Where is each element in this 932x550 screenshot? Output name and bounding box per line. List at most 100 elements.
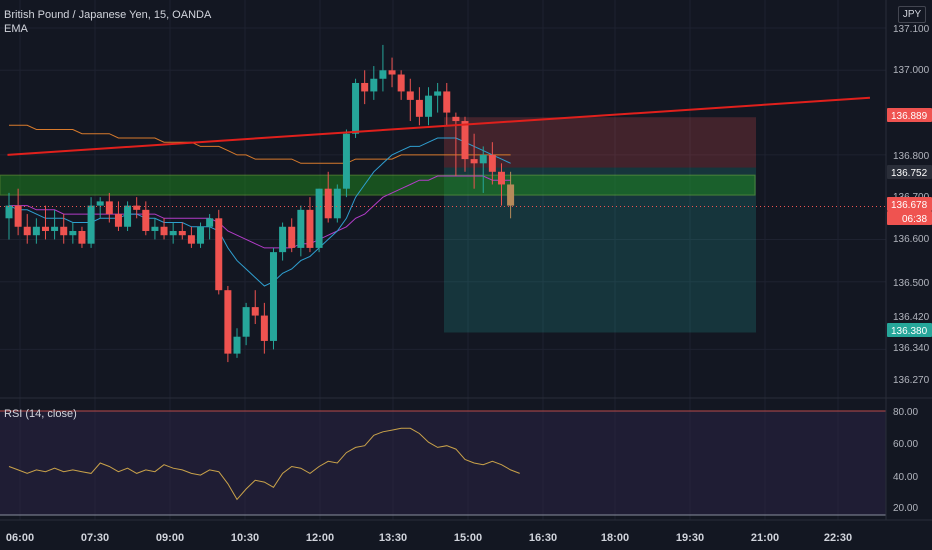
candle-body <box>169 230 177 236</box>
candle <box>461 116 469 172</box>
candle-body <box>288 226 296 248</box>
symbol-title[interactable]: British Pound / Japanese Yen, 15, OANDA <box>4 9 212 21</box>
candle-body <box>342 133 350 189</box>
candle <box>361 70 369 105</box>
indicator-label-ema[interactable]: EMA <box>4 23 28 35</box>
candle <box>269 247 277 350</box>
candle <box>279 222 287 261</box>
candle-body <box>397 74 405 92</box>
price-tag: 136.678 <box>887 197 932 211</box>
candle-body <box>333 188 341 219</box>
rsi-tick-label: 80.00 <box>893 407 918 418</box>
candle-body <box>406 91 414 100</box>
candle <box>242 302 250 346</box>
candle <box>342 129 350 198</box>
candle-body <box>279 226 287 253</box>
candle <box>352 78 360 138</box>
price-tick-label: 136.600 <box>893 234 930 245</box>
candle-body <box>379 70 387 79</box>
candle <box>69 222 77 244</box>
candle <box>60 214 68 244</box>
candle <box>324 171 332 223</box>
candle <box>425 87 433 126</box>
price-tag-label: 136.678 <box>891 200 928 211</box>
candle-body <box>415 99 423 117</box>
price-tag-bg <box>887 211 932 225</box>
price-tick-label: 136.420 <box>893 312 930 323</box>
candle-body <box>370 78 378 92</box>
candle-body <box>114 214 122 227</box>
candle <box>488 142 496 185</box>
stop-loss-zone <box>444 117 756 168</box>
indicator-label-rsi[interactable]: RSI (14, close) <box>4 408 77 420</box>
candle <box>333 184 341 223</box>
candle-body <box>324 188 332 219</box>
rsi-tick-label: 20.00 <box>893 503 918 514</box>
candle-body <box>78 230 86 244</box>
time-tick-label: 15:00 <box>454 532 482 544</box>
candle <box>406 78 414 122</box>
price-pane[interactable] <box>0 44 886 363</box>
price-tag-label: 136.380 <box>891 326 928 337</box>
rsi-tick-label: 40.00 <box>893 472 918 483</box>
time-tick-label: 07:30 <box>81 532 109 544</box>
rsi-band-fill <box>0 411 886 515</box>
candle <box>224 285 232 363</box>
ema-slow-line <box>9 124 511 164</box>
candle-body <box>470 159 478 164</box>
price-tick-label: 137.000 <box>893 65 930 76</box>
candle <box>215 209 223 295</box>
currency-button[interactable]: JPY <box>898 6 926 23</box>
candle-body <box>224 290 232 354</box>
candle <box>415 87 423 126</box>
time-tick-label: 16:30 <box>529 532 557 544</box>
price-tick-label: 136.270 <box>893 375 930 386</box>
candle <box>251 290 259 325</box>
trend-line <box>7 96 871 156</box>
time-tick-label: 18:00 <box>601 532 629 544</box>
candle <box>41 205 49 240</box>
candle-body <box>297 209 305 248</box>
candle-body <box>23 226 31 236</box>
candle-body <box>14 205 22 227</box>
candle <box>187 226 195 248</box>
candle <box>388 57 396 88</box>
candle-body <box>233 336 241 354</box>
candle-body <box>352 82 360 134</box>
candle <box>5 192 13 240</box>
candle <box>497 163 505 206</box>
candle <box>23 214 31 244</box>
price-tick-label: 136.500 <box>893 278 930 289</box>
candle <box>169 222 177 244</box>
candle-body <box>425 95 433 117</box>
price-tag-bg <box>887 165 932 179</box>
candle-body <box>206 218 214 227</box>
candle-body <box>151 226 159 231</box>
candle-body <box>197 226 205 244</box>
rsi-pane[interactable] <box>0 397 932 516</box>
candle-body <box>105 201 113 215</box>
rsi-tick-label: 60.00 <box>893 439 918 450</box>
candle-body <box>187 235 195 244</box>
support-zone <box>0 174 756 196</box>
candle <box>87 197 95 248</box>
price-tag-bg <box>887 197 932 211</box>
candle-body <box>260 315 268 341</box>
candle-body <box>497 171 505 185</box>
candle <box>260 302 268 354</box>
candle-body <box>87 205 95 244</box>
price-tag-label: 06:38 <box>902 214 927 225</box>
candle <box>32 218 40 244</box>
candle <box>306 197 314 253</box>
candle <box>78 226 86 248</box>
candle-body <box>96 201 104 206</box>
time-tick-label: 21:00 <box>751 532 779 544</box>
candle-body <box>488 154 496 172</box>
price-tag: 136.889 <box>887 108 932 122</box>
candle-body <box>60 226 68 236</box>
candle-body <box>507 184 515 206</box>
price-tag: 136.380 <box>887 323 932 337</box>
candle-body <box>269 252 277 341</box>
candle-body <box>124 205 132 227</box>
